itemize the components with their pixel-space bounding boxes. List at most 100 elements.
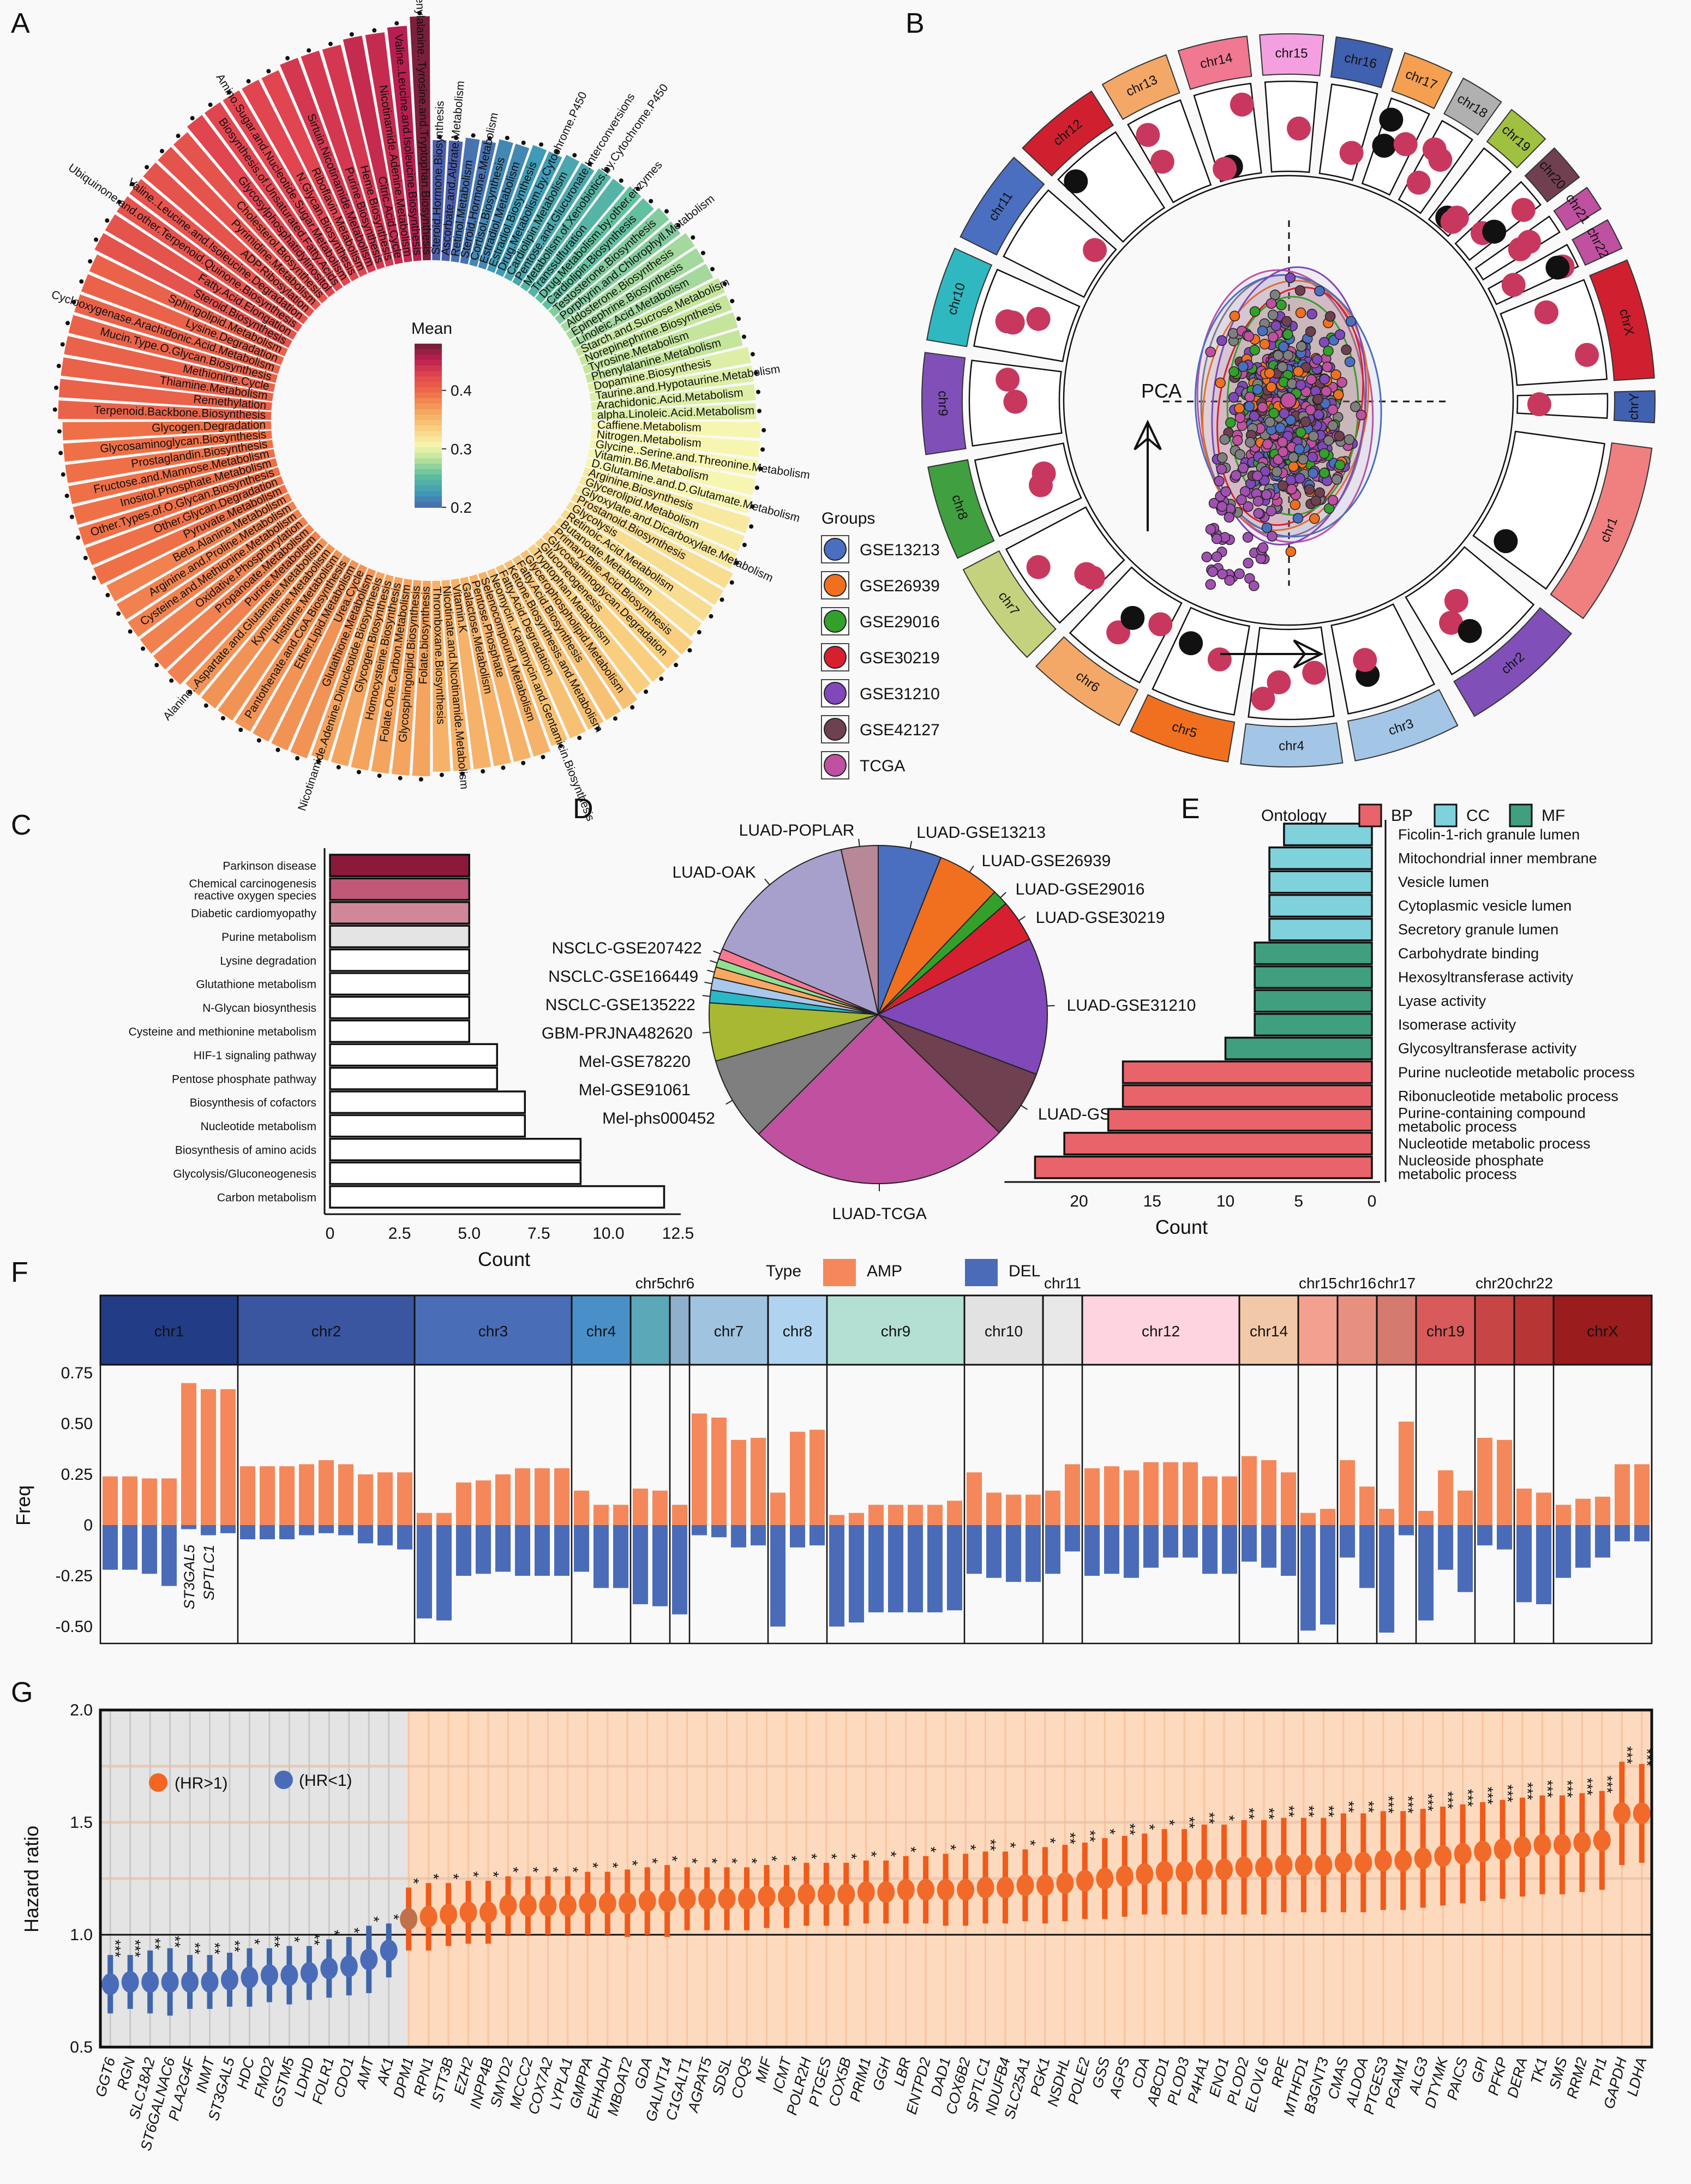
bar-tip-marker [69, 514, 74, 519]
del-bar [1477, 1525, 1492, 1546]
significance-stars: * [485, 1871, 502, 1877]
del-bar [1320, 1525, 1335, 1625]
circular-bar [478, 143, 530, 270]
circular-bar [58, 400, 272, 420]
bar-tip-marker [398, 776, 403, 781]
chromosome-label: chr8 [783, 1323, 812, 1340]
bar [329, 1161, 582, 1185]
category-label: Ribonucleotide metabolic process [1398, 1088, 1618, 1104]
bar-tip-marker [58, 451, 63, 455]
significance-stars: * [743, 1858, 760, 1864]
amp-bar [1202, 1476, 1218, 1525]
del-bar [593, 1525, 609, 1588]
hr-point [1315, 1854, 1333, 1876]
hr-point [1056, 1872, 1074, 1894]
category-label: Vesicle lumen [1398, 874, 1489, 890]
circular-bar [322, 44, 394, 267]
pca-point [1268, 407, 1280, 419]
del-bar [1556, 1525, 1571, 1578]
pca-centroid [1280, 392, 1297, 409]
track-point [1501, 273, 1526, 297]
bar-tip-marker [521, 140, 526, 145]
legend-swatch [824, 682, 847, 705]
pca-point [1308, 467, 1318, 479]
bar-tip-marker [710, 267, 715, 272]
pca-point [1282, 350, 1294, 361]
amp-bar [122, 1476, 137, 1525]
significance-stars: ** [1201, 1812, 1218, 1824]
hr-point [619, 1892, 637, 1915]
category-label: Hexosyltransferase activity [1398, 969, 1574, 985]
circular-bar [78, 467, 281, 545]
bar-tip-marker [203, 703, 208, 708]
bar-tip-marker [307, 48, 311, 53]
category-label: Carbon metabolism [217, 1191, 316, 1204]
pca-point [1307, 452, 1318, 463]
pca-point [1292, 513, 1304, 524]
colorbar-segment [415, 436, 442, 442]
circular-bar [94, 233, 292, 348]
bar [329, 901, 470, 925]
circular-bar [542, 531, 680, 669]
del-bar [1458, 1525, 1473, 1592]
significance-stars: * [505, 1867, 521, 1873]
del-bar [1261, 1525, 1276, 1568]
amp-bar [1556, 1504, 1571, 1525]
bar-tip-marker [604, 167, 609, 172]
del-bar [711, 1525, 727, 1538]
bar-tip-marker [285, 56, 290, 61]
amp-bar [319, 1460, 334, 1525]
circular-bar [68, 315, 278, 383]
chromosome-ideogram [1330, 36, 1394, 88]
hr-point [1573, 1832, 1591, 1854]
chromosome-label: chrX [1587, 1323, 1618, 1340]
bar-tip-marker [92, 575, 97, 580]
circular-bar [566, 501, 724, 605]
bar [1107, 1108, 1373, 1132]
track-sector [973, 268, 1081, 362]
pca-point [1207, 566, 1218, 577]
del-bar [868, 1525, 884, 1612]
track-point [1353, 647, 1377, 672]
bar-tip-marker [761, 428, 766, 433]
pca-point [1234, 568, 1245, 579]
track-sector [1057, 131, 1166, 243]
hr-point [638, 1890, 656, 1912]
circular-bar [412, 580, 431, 777]
hr-point [718, 1888, 736, 1910]
track-point [1251, 687, 1275, 711]
bar-tip-marker [558, 743, 563, 748]
significance-stars: * [425, 1874, 442, 1880]
bar-tip-marker [417, 11, 422, 16]
del-bar [947, 1525, 962, 1611]
pie-slice [722, 849, 879, 1016]
x-tick-label: 10 [1216, 1192, 1234, 1210]
y-axis-title: Freq [12, 1485, 34, 1526]
amp-bar [142, 1478, 157, 1525]
hr-point [877, 1881, 895, 1903]
bar [1034, 1155, 1373, 1179]
amp-bar [299, 1464, 314, 1525]
amp-bar [1084, 1468, 1100, 1525]
circular-bar [512, 163, 595, 286]
chromosome-ideogram [1553, 187, 1602, 231]
chromosome-ideogram [1101, 54, 1180, 121]
pca-point [1281, 316, 1292, 327]
legend-swatch [824, 610, 847, 633]
hr-point [897, 1879, 915, 1901]
bar-tip-marker [141, 646, 146, 651]
pca-point [1344, 434, 1355, 445]
bar-tip-marker [664, 209, 669, 214]
bar-tip-marker [188, 689, 193, 694]
del-bar [731, 1525, 746, 1547]
amp-bar [1536, 1492, 1551, 1525]
del-bar [1202, 1525, 1218, 1574]
legend-label: DEL [1009, 1262, 1040, 1280]
circular-bar [504, 154, 580, 281]
pca-point [1304, 484, 1315, 495]
significance-stars: ** [187, 1942, 203, 1954]
circular-bar [153, 524, 315, 670]
track-sector [1405, 546, 1535, 676]
significance-stars: *** [1618, 1746, 1635, 1764]
category-label: Mitochondrial inner membrane [1398, 850, 1597, 866]
